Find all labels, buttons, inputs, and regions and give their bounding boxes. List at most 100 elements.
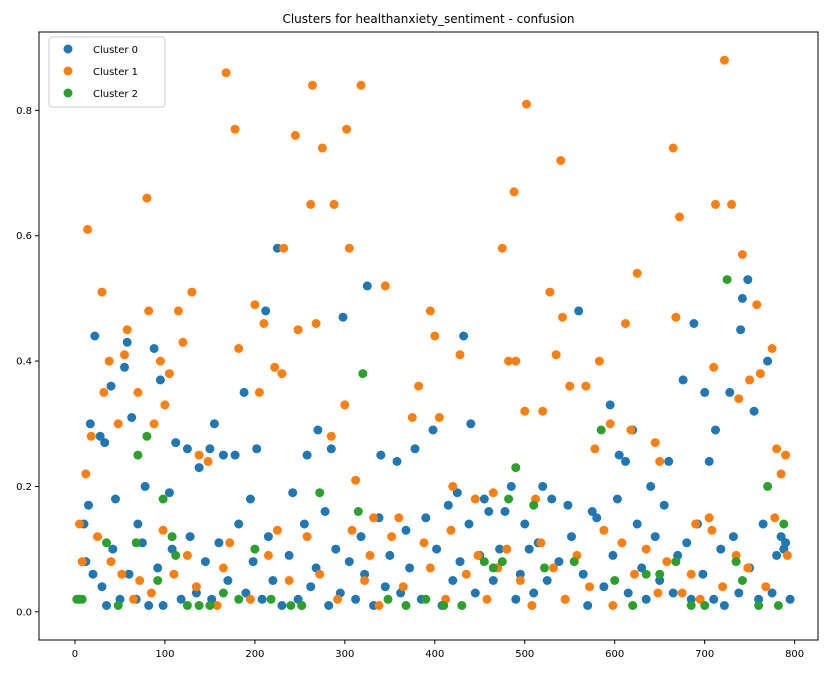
cluster-2-point [153,576,163,585]
cluster-0-point [88,569,98,579]
cluster-1-point [565,381,575,391]
cluster-0-point [239,387,249,397]
cluster-0-point [524,544,534,554]
cluster-1-point [520,406,530,416]
cluster-1-point [461,569,471,579]
cluster-1-point [731,550,741,560]
cluster-1-point [77,557,87,567]
cluster-1-point [178,337,188,347]
cluster-1-point [97,287,107,297]
cluster-0-point [785,594,795,604]
cluster-1-point [522,99,531,109]
cluster-2-point [671,557,681,567]
cluster-0-point [380,582,390,592]
cluster-0-point [678,375,688,385]
cluster-2-point [763,481,773,491]
cluster-1-point [560,594,570,604]
cluster-0-point [185,532,195,542]
cluster-1-point [158,525,168,535]
cluster-0-point [331,544,341,554]
cluster-0-point [682,538,692,548]
cluster-1-point [104,356,114,366]
cluster-0-point [124,569,134,579]
cluster-1-point [630,569,639,579]
cluster-1-point [677,588,687,598]
cluster-1-point [326,431,336,441]
cluster-0-point [214,538,224,548]
cluster-1-point [182,550,192,560]
cluster-0-point [149,344,159,353]
cluster-0-point [574,306,584,316]
cluster-0-point [158,601,168,610]
cluster-1-point [770,513,780,523]
cluster-1-point [772,444,782,454]
cluster-1-point [254,387,264,397]
cluster-0-point [324,601,334,610]
cluster-2-point [205,601,215,610]
cluster-0-point [432,544,442,554]
cluster-0-point [241,588,251,598]
cluster-1-point [306,199,316,209]
cluster-1-point [407,413,417,422]
cluster-0-point [599,582,609,592]
cluster-1-point [113,419,123,429]
cluster-1-point [704,513,714,523]
cluster-0-point [405,563,415,573]
cluster-1-point [632,268,642,278]
cluster-0-point [488,576,498,585]
cluster-1-point [691,519,701,529]
cluster-1-point [164,369,174,379]
cluster-1-point [340,400,350,410]
cluster-2-point [131,538,141,548]
cluster-1-point [191,582,201,592]
cluster-1-point [342,124,352,134]
cluster-1-point [434,413,444,422]
cluster-1-point [250,300,260,310]
cluster-1-point [142,193,152,203]
cluster-1-point [356,80,366,90]
x-tick-label: 0 [72,649,78,660]
cluster-1-point [662,557,672,567]
cluster-2-point [250,544,260,554]
cluster-0-point [248,557,258,567]
cluster-0-point [320,507,330,516]
cluster-0-point [698,569,708,579]
cluster-1-point [351,475,361,485]
cluster-1-point [590,444,600,454]
cluster-0-point [511,594,521,604]
cluster-1-point [374,601,384,610]
cluster-0-point [108,544,118,554]
cluster-0-point [776,532,786,542]
cluster-0-point [538,481,548,491]
cluster-2-point [167,532,177,542]
cluster-0-point [520,519,530,529]
cluster-1-point [556,156,566,165]
cluster-2-point [569,557,579,567]
cluster-0-point [234,519,244,529]
cluster-1-point [781,450,791,460]
cluster-1-point [230,124,240,134]
cluster-2-point [779,519,789,529]
cluster-2-point [628,601,638,610]
cluster-1-point [365,550,375,560]
plot-points [72,55,795,610]
cluster-1-point [675,212,684,222]
cluster-0-point [736,325,746,335]
cluster-1-point [650,438,660,448]
cluster-2-point [773,601,783,610]
cluster-0-point [144,601,154,610]
cluster-0-point [464,519,474,529]
cluster-1-point [767,344,777,353]
cluster-0-point [182,444,192,454]
cluster-1-point [761,582,771,592]
cluster-1-point [671,312,681,322]
cluster-0-point [563,500,573,510]
x-tick-label: 600 [605,649,624,660]
cluster-0-point [362,281,372,291]
x-tick-label: 200 [245,649,264,660]
legend-label: Cluster 0 [93,45,138,56]
cluster-1-point [122,325,132,335]
cluster-0-point [194,463,204,473]
cluster-1-point [515,576,525,585]
cluster-0-point [137,538,147,548]
